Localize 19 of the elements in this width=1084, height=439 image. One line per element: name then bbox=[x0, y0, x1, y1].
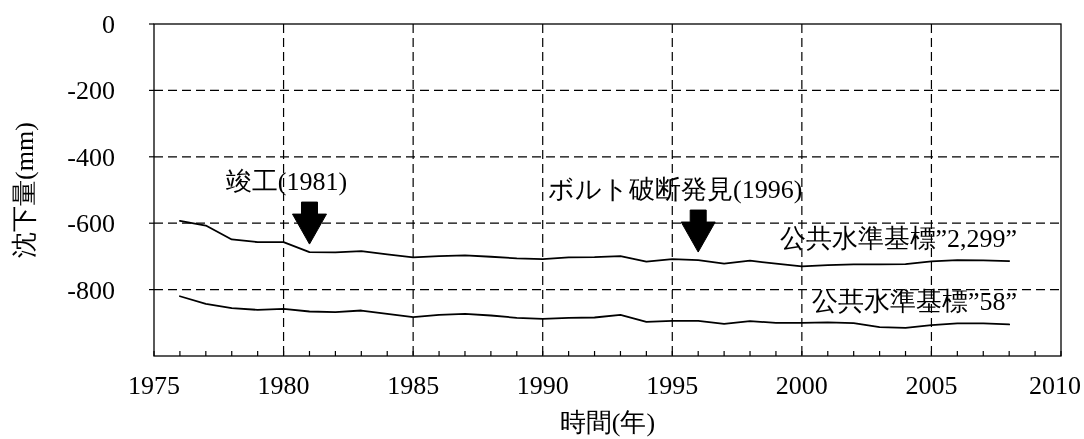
annotation: ボルト破断発見(1996) bbox=[548, 175, 803, 205]
y-tick-label: 0 bbox=[102, 10, 115, 39]
x-tick-label: 1985 bbox=[387, 371, 440, 400]
x-tick-label: 2005 bbox=[905, 371, 958, 400]
y-tick-label: -600 bbox=[67, 209, 115, 239]
y-tick-label: -800 bbox=[67, 275, 115, 305]
series-label: 公共水準基標”2,299” bbox=[779, 224, 1018, 254]
x-tick-label: 1990 bbox=[516, 371, 569, 400]
annotation: 竣工(1981) bbox=[225, 167, 348, 197]
y-tick-label: -400 bbox=[67, 142, 115, 172]
y-tick-label: -200 bbox=[67, 76, 115, 106]
x-tick-label: 1995 bbox=[646, 371, 699, 400]
series-label: 公共水準基標”58” bbox=[812, 287, 1018, 317]
x-tick-label: 1975 bbox=[128, 371, 180, 400]
x-tick-label: 2000 bbox=[775, 371, 828, 400]
x-axis-title: 時間(年) bbox=[559, 408, 656, 437]
x-tick-label: 2010 bbox=[1029, 371, 1081, 400]
x-tick-label: 1980 bbox=[257, 371, 310, 400]
y-axis-title: 沈下量(mm) bbox=[10, 122, 39, 258]
